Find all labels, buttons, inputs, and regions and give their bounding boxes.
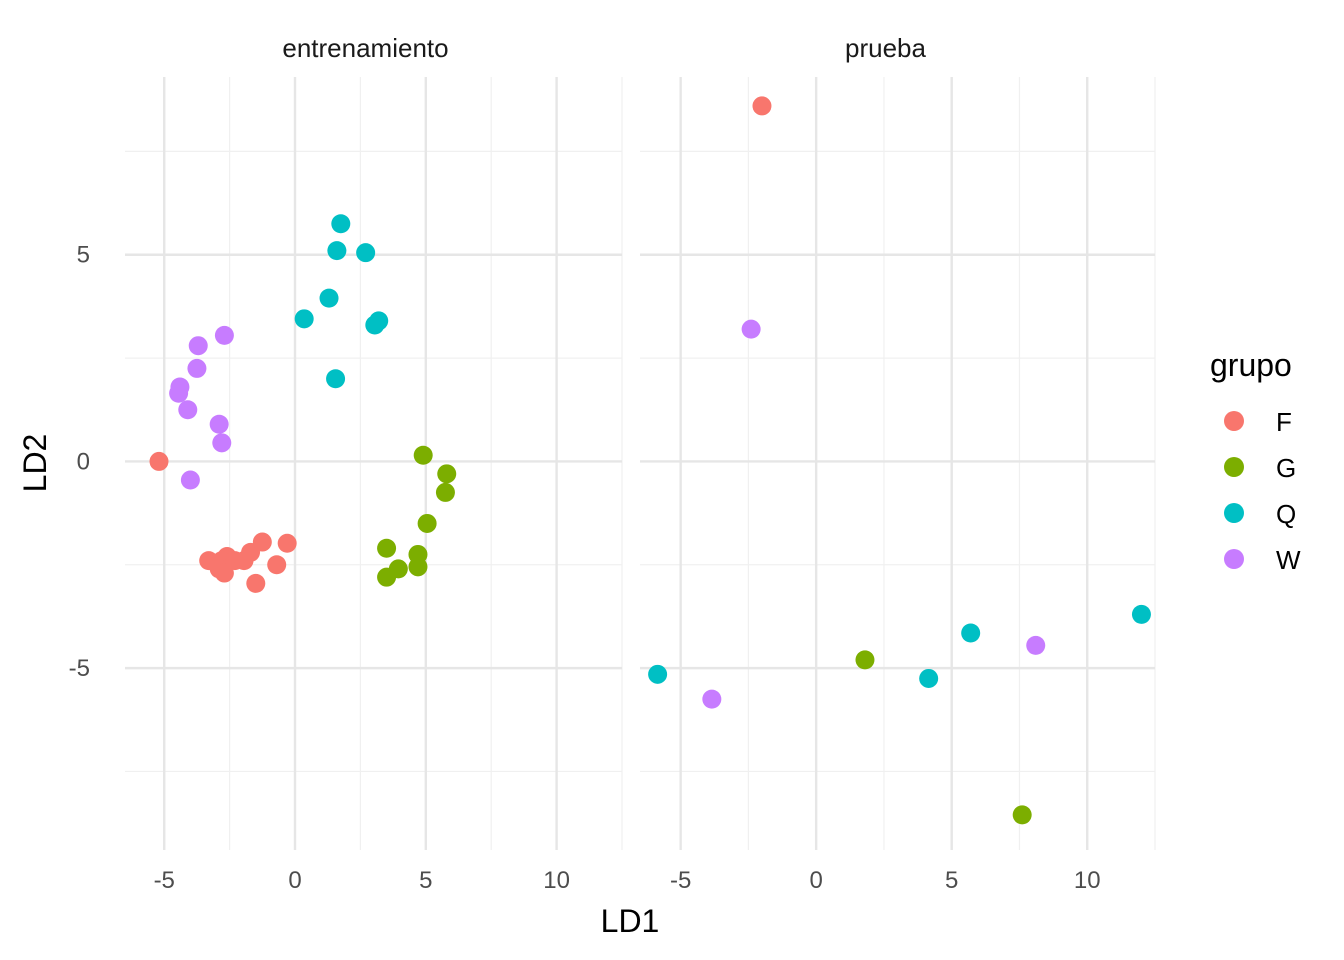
y-tick-label: -5	[69, 655, 90, 682]
legend-label: Q	[1276, 499, 1296, 529]
x-tick-label: 0	[288, 867, 301, 894]
x-tick-label: 10	[1074, 867, 1101, 894]
data-point-W	[702, 689, 722, 709]
data-point-W	[741, 319, 761, 339]
legend-label: W	[1276, 545, 1301, 575]
panel-prueba: -5 0 5 10 prueba	[640, 33, 1156, 894]
data-point-Q	[294, 309, 314, 329]
x-tick-label: 10	[543, 867, 570, 894]
data-point-Q	[919, 668, 939, 688]
data-point-G	[435, 482, 455, 502]
data-point-G	[377, 538, 397, 558]
data-point-G	[377, 567, 397, 587]
x-tick-label: -5	[154, 867, 175, 894]
data-point-G	[437, 464, 457, 484]
data-point-W	[188, 336, 208, 356]
data-point-F	[267, 555, 287, 575]
x-axis-title: LD1	[601, 903, 660, 939]
legend-label: G	[1276, 453, 1296, 483]
x-tick-label: -5	[670, 867, 691, 894]
y-tick-label: 0	[77, 448, 90, 475]
data-point-F	[149, 451, 169, 471]
legend-key-W	[1224, 549, 1244, 569]
data-point-W	[214, 325, 234, 345]
data-point-Q	[326, 369, 346, 389]
legend-label: F	[1276, 407, 1292, 437]
data-point-F	[246, 573, 266, 593]
facet-strip-title: prueba	[845, 33, 926, 63]
facet-strip-title: entrenamiento	[282, 33, 448, 63]
x-tick-label: 5	[419, 867, 432, 894]
data-point-W	[1026, 635, 1046, 655]
data-point-Q	[369, 311, 389, 331]
data-point-W	[180, 470, 200, 490]
data-point-G	[417, 513, 437, 533]
data-point-Q	[648, 664, 668, 684]
data-point-Q	[961, 623, 981, 643]
data-point-Q	[331, 214, 351, 234]
data-point-W	[209, 414, 229, 434]
legend-key-G	[1224, 457, 1244, 477]
data-point-F	[252, 532, 272, 552]
data-point-G	[855, 650, 875, 670]
data-point-Q	[356, 243, 376, 263]
data-point-G	[1012, 805, 1032, 825]
legend-key-F	[1224, 411, 1244, 431]
data-point-G	[408, 557, 428, 577]
data-point-Q	[319, 288, 339, 308]
panel-entrenamiento: -5 0 5 10 -5 0 5 entrenamiento	[69, 33, 623, 894]
data-point-Q	[1131, 604, 1151, 624]
legend-title: grupo	[1210, 347, 1292, 383]
data-point-F	[752, 96, 772, 116]
y-tick-label: 5	[77, 242, 90, 269]
data-point-W	[187, 358, 207, 378]
data-point-W	[178, 400, 198, 420]
y-axis-title: LD2	[17, 434, 53, 493]
legend-key-Q	[1224, 503, 1244, 523]
data-point-G	[413, 445, 433, 465]
data-point-F	[214, 563, 234, 583]
data-point-W	[212, 433, 232, 453]
data-point-W	[169, 383, 189, 403]
x-tick-label: 5	[945, 867, 958, 894]
data-point-F	[277, 533, 297, 553]
data-point-Q	[327, 241, 347, 261]
x-tick-label: 0	[810, 867, 823, 894]
